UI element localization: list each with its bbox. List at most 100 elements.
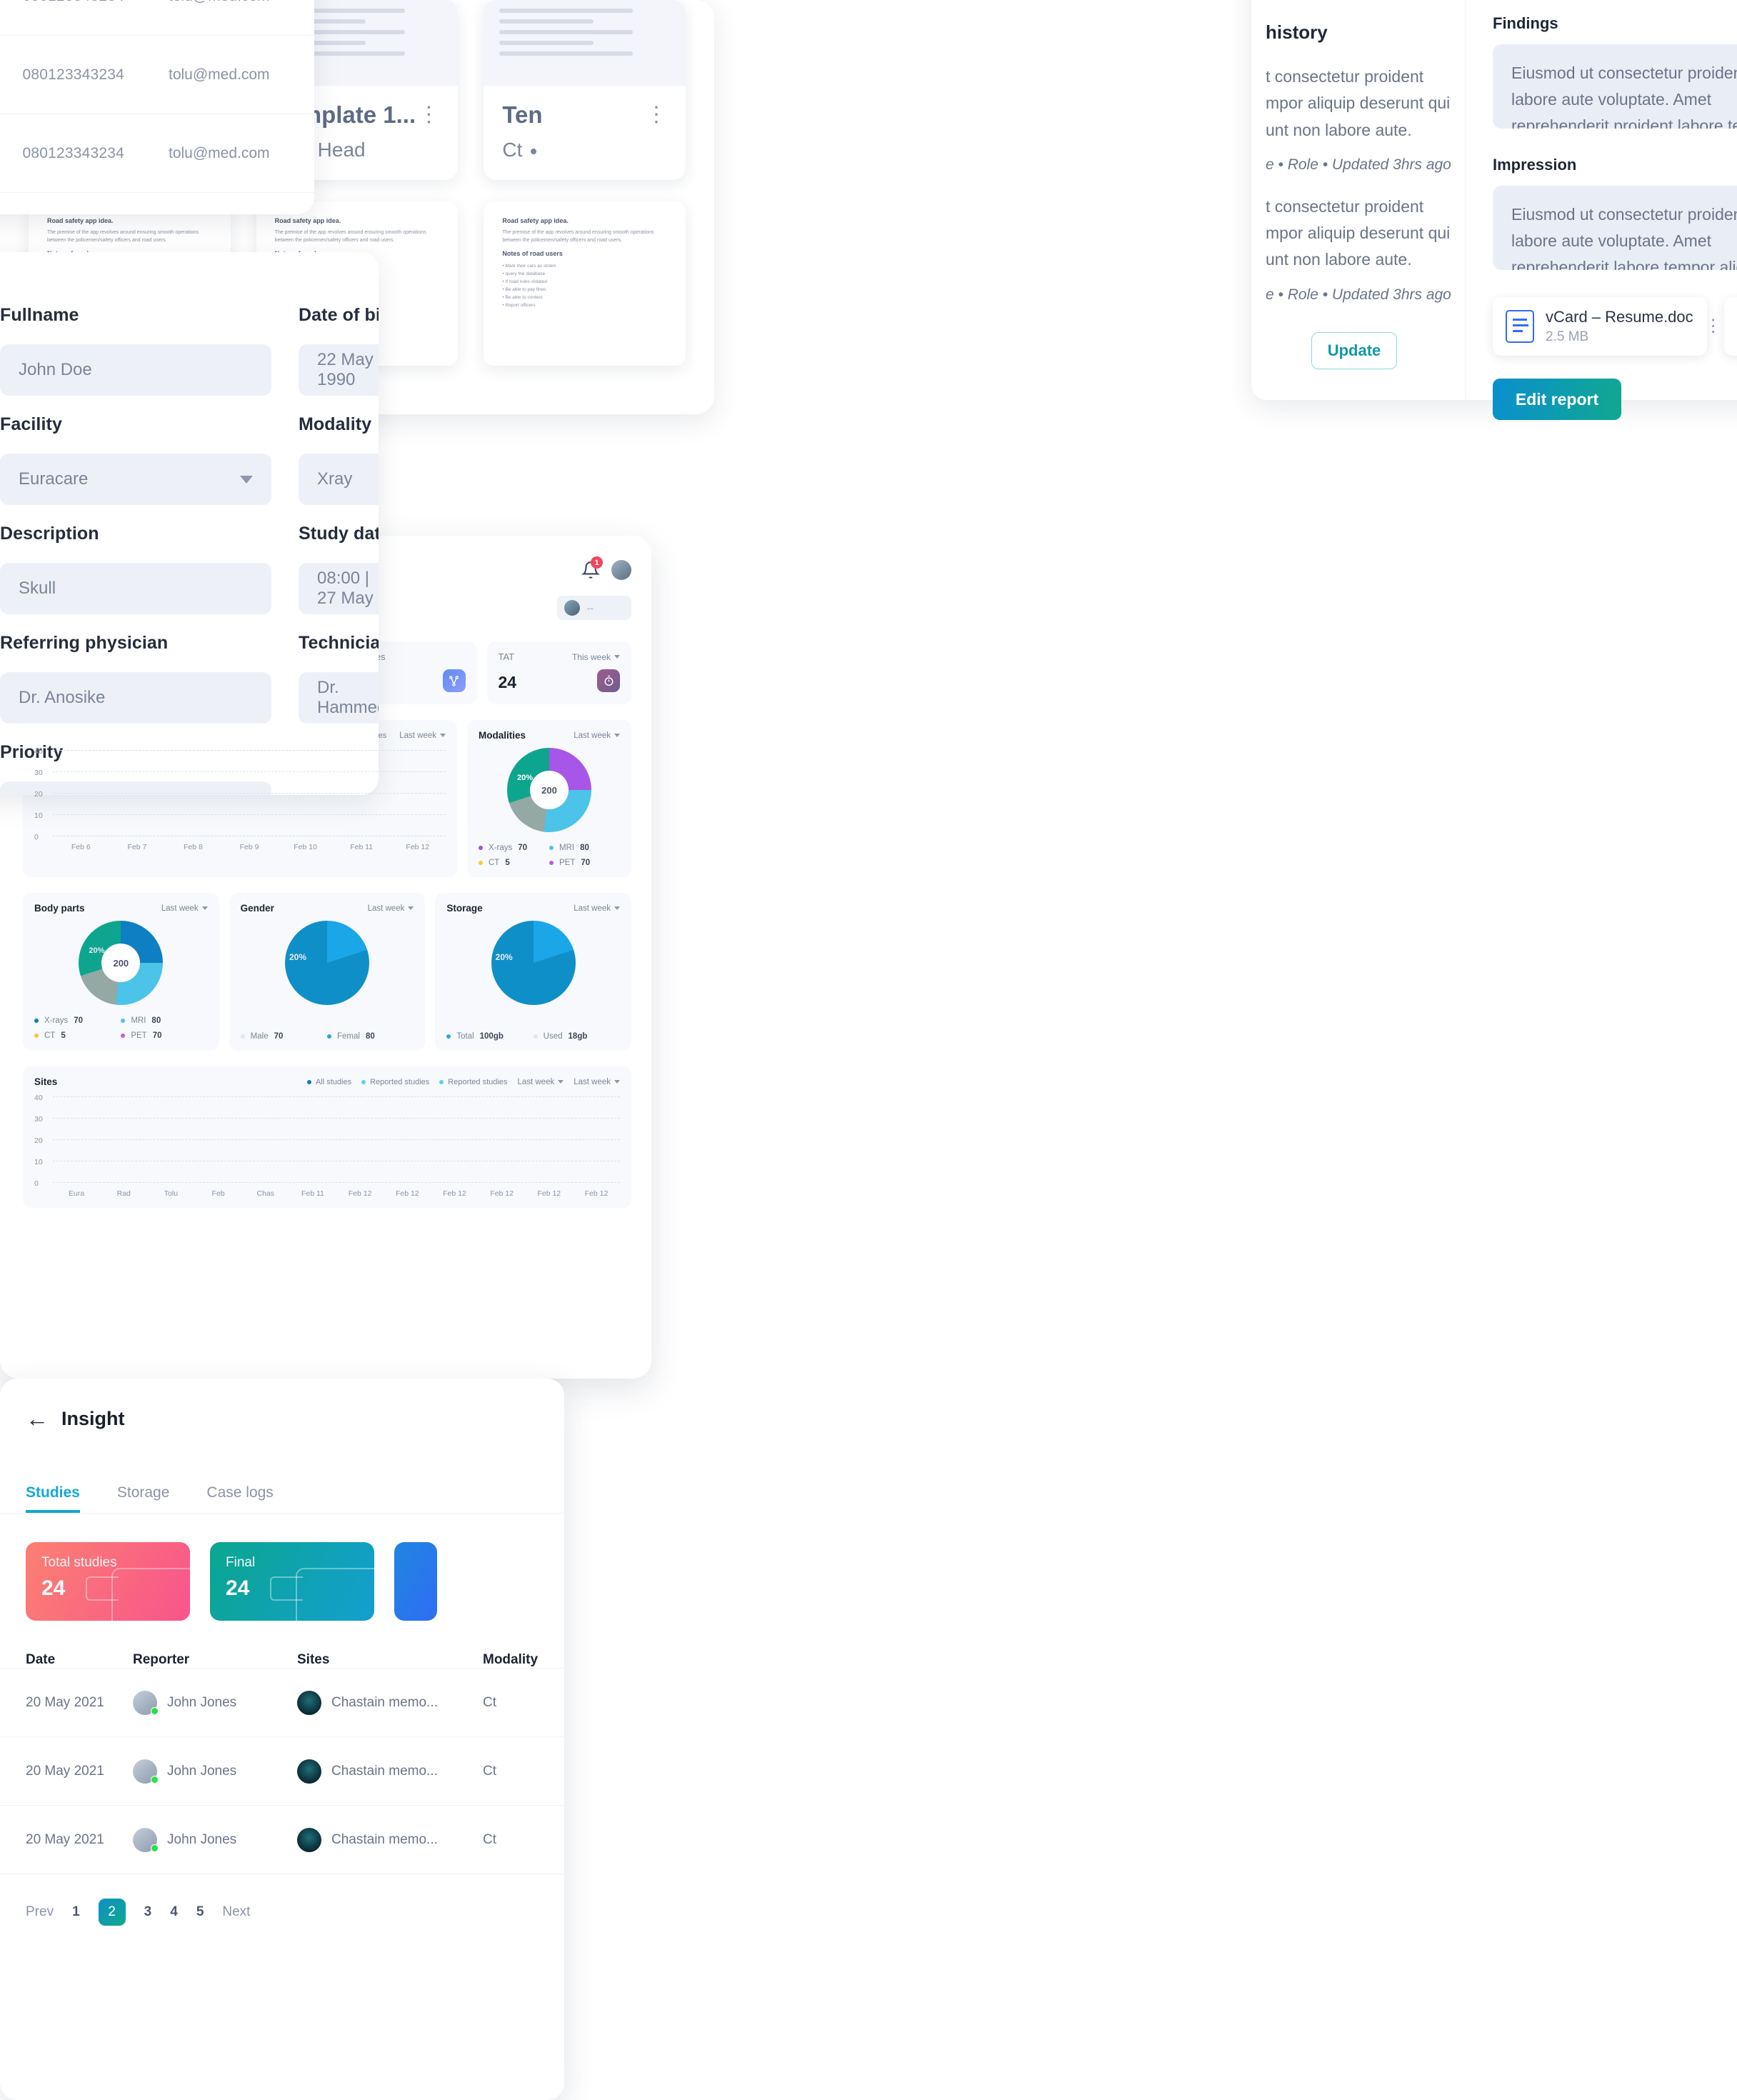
legend-label: PET: [559, 859, 576, 867]
insight-card-third[interactable]: [394, 1542, 437, 1621]
impression-textarea[interactable]: Eiusmod ut consectetur proident labore a…: [1493, 186, 1737, 270]
doc-file-icon: [1506, 310, 1534, 343]
x-tick-label: Feb 12: [490, 1189, 514, 1198]
field-dob: Date of birth 22 May 1990: [299, 305, 379, 396]
findings-textarea[interactable]: Eiusmod ut consectetur proident labore a…: [1493, 44, 1737, 129]
x-tick-label: Rad: [116, 1189, 131, 1198]
pagination-page-2[interactable]: 2: [98, 1899, 126, 1926]
attachment-item[interactable]: vCard – Resume.doc 2.5 MB ⋮: [1493, 297, 1722, 356]
site-name: Chastain memo...: [331, 1763, 438, 1779]
site-logo-icon: [297, 1690, 321, 1715]
table-row[interactable]: 20 May 2021 John Jones Chastain memo... …: [0, 1668, 564, 1736]
technician-input[interactable]: Dr. Hammed: [299, 672, 379, 724]
chart-range-selector[interactable]: Last week: [517, 1078, 564, 1086]
folder-outline-icon: [270, 1568, 374, 1621]
chart-range-selector[interactable]: Last week: [574, 731, 620, 740]
x-tick-label: Feb 9: [239, 843, 259, 851]
chart-range-label: Last week: [399, 731, 436, 740]
legend-value: 80: [580, 844, 589, 852]
user-pill-name: --: [587, 602, 594, 614]
pagination-page-1[interactable]: 1: [72, 1904, 80, 1919]
legend-label: X-rays: [489, 844, 513, 852]
edit-report-button[interactable]: Edit report: [1493, 379, 1621, 420]
kebab-menu-icon[interactable]: ⋮: [418, 103, 440, 126]
legend-label: Total: [456, 1032, 474, 1041]
pagination-page-4[interactable]: 4: [170, 1904, 178, 1919]
facility-select[interactable]: Euracare: [0, 454, 271, 505]
arrow-left-icon[interactable]: ←: [26, 1406, 49, 1431]
legend-value: 80: [151, 1016, 161, 1025]
x-tick-label: Feb 6: [71, 843, 91, 851]
x-tick-label: Feb 8: [184, 843, 203, 851]
impression-label: Impression: [1493, 156, 1577, 174]
kebab-menu-icon[interactable]: ⋮: [646, 103, 668, 126]
y-tick-label: 10: [34, 811, 43, 820]
update-button[interactable]: Update: [1311, 331, 1397, 369]
table-row[interactable]: 080123343234 tolu@med.com: [0, 0, 314, 36]
stat-card-tat[interactable]: TAT This week 24: [486, 641, 631, 704]
bell-icon[interactable]: 1: [581, 556, 603, 579]
tab-case-logs[interactable]: Case logs: [206, 1484, 274, 1501]
pagination-prev[interactable]: Prev: [26, 1904, 54, 1919]
insight-card-final[interactable]: Final 24: [210, 1542, 374, 1621]
description-input[interactable]: Skull: [0, 563, 271, 614]
modality-input[interactable]: Xray: [299, 454, 379, 505]
x-tick-label: Feb 11: [301, 1189, 324, 1198]
stat-range-selector[interactable]: This week: [572, 652, 620, 662]
chart-legend: All studies Reported studies Reported st…: [306, 1078, 507, 1086]
legend-label: X-rays: [44, 1016, 69, 1025]
chevron-down-icon: [614, 1080, 620, 1084]
grid-line: [53, 1118, 620, 1119]
pagination-page-3[interactable]: 3: [144, 1904, 152, 1919]
user-selector-pill[interactable]: --: [557, 596, 631, 620]
chart-range-selector-2[interactable]: Last week: [574, 1078, 620, 1086]
document-preview-card[interactable]: Road safety app idea. The premise of the…: [484, 201, 686, 366]
pagination-page-5[interactable]: 5: [196, 1904, 204, 1919]
doc-paragraph: The premise of the app revolves around e…: [47, 230, 199, 243]
chart-range-selector[interactable]: Last week: [574, 904, 621, 913]
contact-phone: 080123343234: [22, 144, 124, 161]
grid-line: [53, 1182, 620, 1183]
y-tick-label: 40: [34, 1093, 43, 1102]
contact-email: tolu@med.com: [169, 66, 270, 83]
chart-range-selector[interactable]: Last week: [161, 904, 208, 913]
doc-paragraph: The premise of the app revolves around e…: [274, 230, 426, 243]
tab-studies[interactable]: Studies: [26, 1484, 80, 1513]
insight-card-total-studies[interactable]: Total studies 24: [26, 1542, 190, 1621]
fullname-input[interactable]: John Doe: [0, 344, 271, 396]
chart-range-selector[interactable]: Last week: [368, 904, 414, 913]
table-row[interactable]: 20 May 2021 John Jones Chastain memo... …: [0, 1736, 564, 1805]
dob-input[interactable]: 22 May 1990: [299, 344, 379, 396]
site-logo-icon: [297, 1827, 321, 1852]
priority-input[interactable]: [0, 781, 271, 795]
table-row[interactable]: 080123343234 tolu@med.com: [0, 36, 314, 114]
table-row[interactable]: 080123343234 tolu@med.com: [0, 114, 314, 193]
legend-value: 70: [581, 859, 591, 867]
legend-value: 18gb: [568, 1032, 588, 1041]
chart-range-label: Last week: [574, 1077, 611, 1086]
donut-chart: 20% 200: [507, 748, 591, 832]
cell-modality: Ct: [483, 1763, 496, 1779]
column-modality: Modality: [483, 1652, 539, 1667]
legend-item: PET 70: [121, 1031, 207, 1040]
table-row[interactable]: 20 May 2021 John Jones Chastain memo... …: [0, 1805, 564, 1874]
chart-range-selector[interactable]: Last week: [399, 731, 446, 740]
attachment-size: 2.5 MB: [1546, 329, 1589, 344]
tab-storage[interactable]: Storage: [116, 1484, 170, 1501]
template-meta: CtHead: [256, 129, 459, 161]
attachment-item[interactable]: [1724, 297, 1737, 356]
referring-physician-input[interactable]: Dr. Anosike: [0, 672, 271, 724]
chevron-down-icon: [440, 734, 446, 737]
legend-value: 70: [152, 1031, 162, 1040]
history-entry-meta: e • Role • Updated 3hrs ago: [1266, 286, 1451, 303]
column-date: Date: [26, 1652, 56, 1667]
study-date-input[interactable]: 08:00 | 27 May: [299, 563, 379, 614]
template-card[interactable]: Ten ⋮ Ct: [484, 0, 686, 180]
grid-line: [53, 814, 446, 815]
chart-title: Gender: [240, 903, 274, 914]
avatar: [133, 1759, 159, 1784]
avatar[interactable]: [611, 560, 631, 580]
kebab-menu-icon[interactable]: ⋮: [1704, 316, 1722, 336]
chart-legend: X-rays 70 MRI 80 CT 5 PET 70: [34, 1016, 208, 1040]
pagination-next[interactable]: Next: [222, 1904, 251, 1919]
